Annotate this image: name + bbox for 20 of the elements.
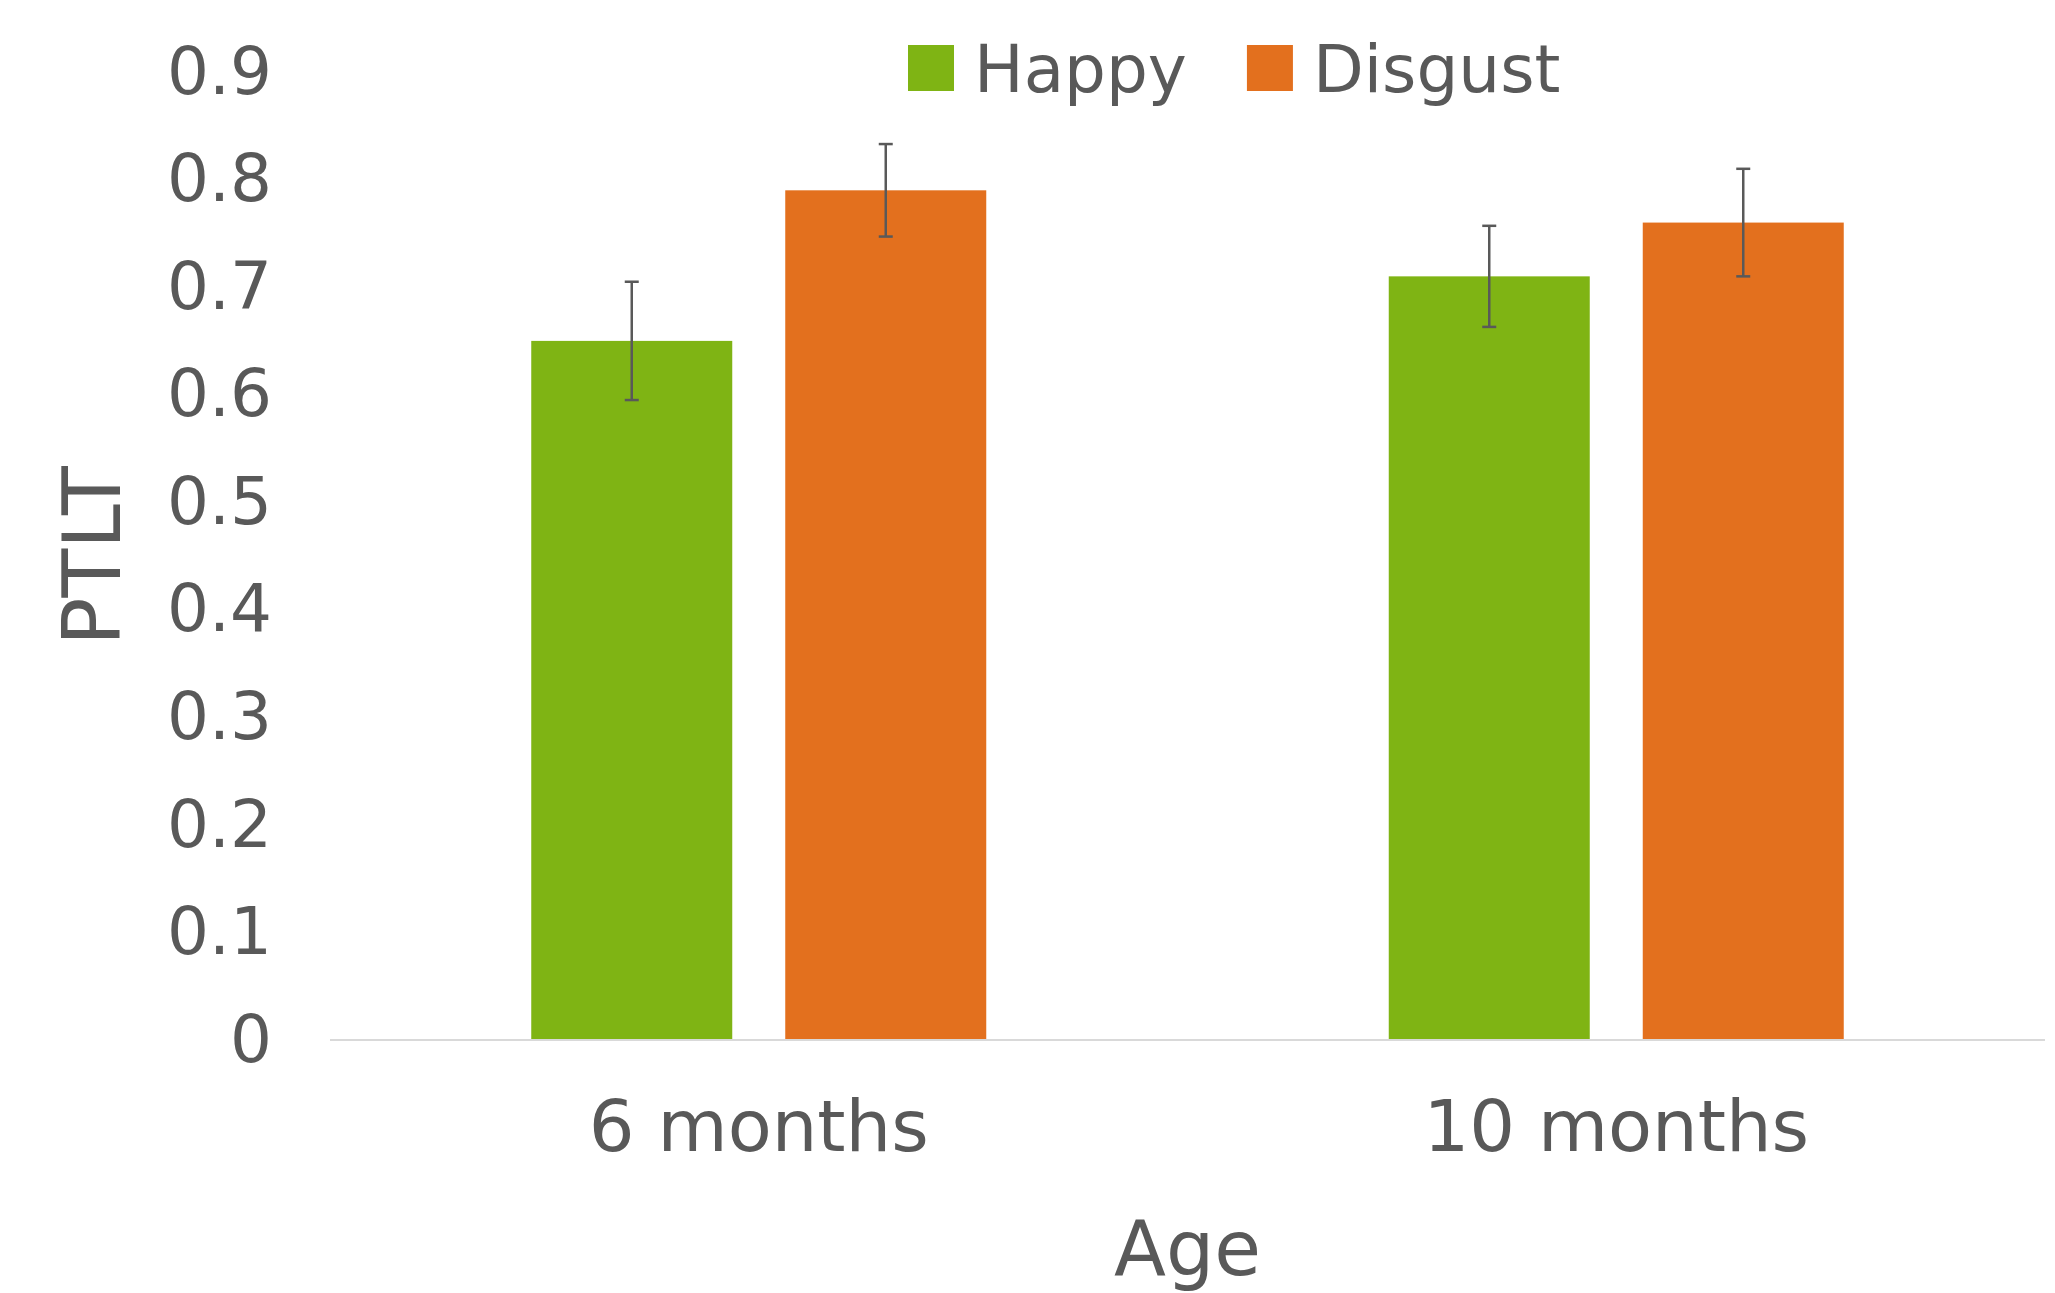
legend-label: Disgust bbox=[1312, 31, 1561, 108]
bar bbox=[531, 340, 733, 1040]
bar bbox=[785, 190, 987, 1040]
x-axis-title: Age bbox=[1114, 1204, 1261, 1293]
y-tick-label: 0.3 bbox=[167, 677, 272, 755]
bar bbox=[1388, 276, 1590, 1040]
y-tick-label: 0.4 bbox=[167, 570, 272, 648]
y-tick-label: 0.7 bbox=[167, 247, 272, 325]
y-tick-label: 0.2 bbox=[167, 785, 272, 863]
y-tick-label: 0.1 bbox=[167, 893, 272, 971]
y-tick-label: 0.9 bbox=[167, 32, 272, 110]
x-tick-label: 6 months bbox=[588, 1083, 929, 1168]
bar bbox=[1642, 222, 1844, 1040]
y-tick-label: 0.5 bbox=[167, 462, 272, 540]
y-axis-title: PTLT bbox=[46, 465, 139, 646]
x-tick-label: 10 months bbox=[1423, 1083, 1810, 1168]
y-tick-label: 0.8 bbox=[167, 140, 272, 218]
legend-label: Happy bbox=[974, 31, 1187, 108]
y-tick-label: 0.6 bbox=[167, 355, 272, 433]
y-tick-label: 0 bbox=[230, 1000, 272, 1078]
